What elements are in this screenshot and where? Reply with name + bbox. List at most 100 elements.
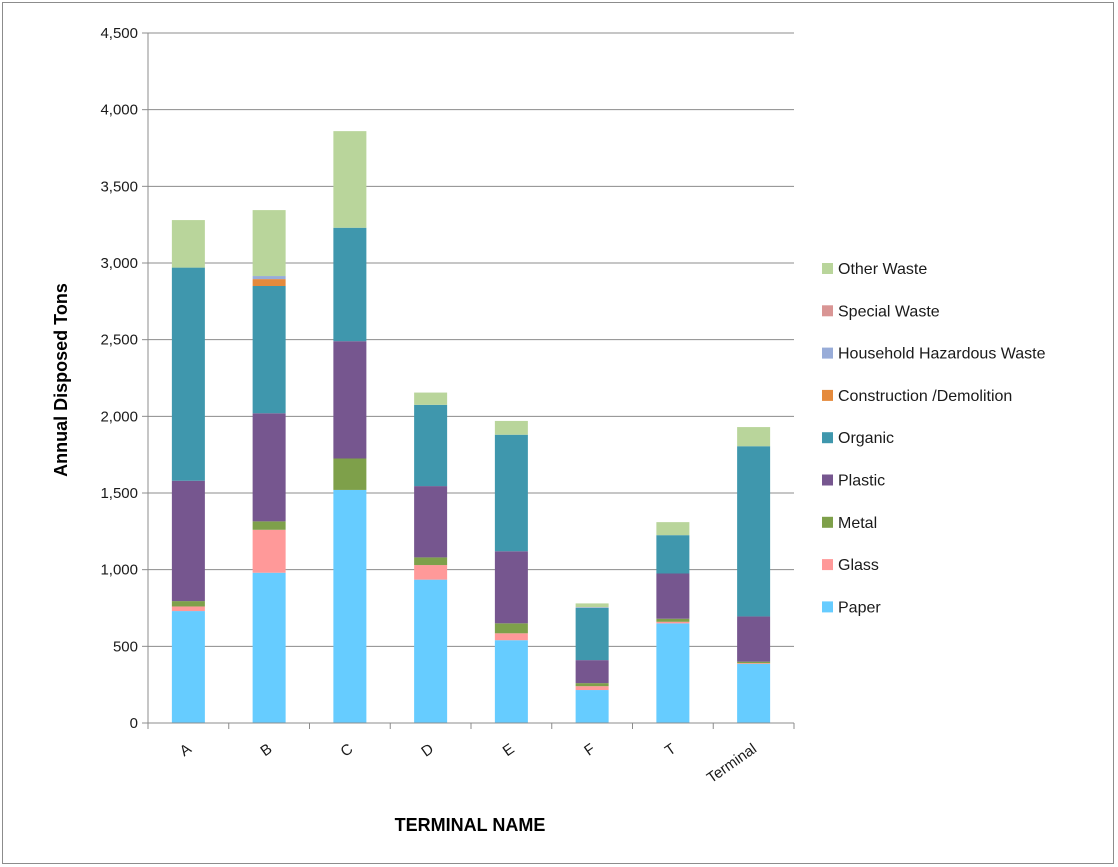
bar-segment-paper-terminal bbox=[737, 663, 771, 723]
legend-label: Paper bbox=[838, 599, 881, 616]
legend-swatch bbox=[822, 516, 833, 528]
bar-segment-organic-c bbox=[333, 227, 367, 342]
bar-segment-household-hazardous-waste-f bbox=[575, 607, 609, 608]
bar-segment-paper-e bbox=[494, 640, 528, 723]
x-tick-label: E bbox=[500, 740, 518, 760]
x-tick-label: D bbox=[418, 740, 437, 760]
bar-segment-metal-t bbox=[656, 618, 690, 622]
bar-segment-other-waste-b bbox=[252, 210, 286, 277]
bar-segment-other-waste-f bbox=[575, 603, 609, 608]
bars bbox=[171, 131, 771, 723]
y-tick-label: 1,000 bbox=[100, 562, 138, 579]
bar-segment-other-waste-c bbox=[333, 131, 367, 228]
x-tick-label: B bbox=[257, 740, 275, 760]
legend-item-construction-demolition: Construction /Demolition bbox=[822, 388, 1012, 405]
y-tick-label: 2,000 bbox=[100, 408, 138, 425]
y-tick-label: 500 bbox=[113, 638, 138, 655]
legend-swatch bbox=[822, 474, 833, 486]
bar-segment-metal-f bbox=[575, 683, 609, 687]
bar-segment-metal-terminal bbox=[737, 661, 771, 664]
bar-segment-organic-a bbox=[171, 267, 205, 481]
bar-segment-plastic-terminal bbox=[737, 616, 771, 662]
legend-label: Glass bbox=[838, 557, 879, 574]
bar-segment-organic-b bbox=[252, 286, 286, 414]
legend-item-plastic: Plastic bbox=[822, 473, 885, 490]
bar-segment-organic-e bbox=[494, 434, 528, 552]
bar-segment-other-waste-terminal bbox=[737, 427, 771, 447]
bar-segment-glass-d bbox=[414, 565, 448, 580]
bar-segment-paper-c bbox=[333, 489, 367, 723]
legend-item-paper: Paper bbox=[822, 599, 881, 616]
bar-segment-plastic-b bbox=[252, 413, 286, 522]
bar-segment-other-waste-a bbox=[171, 220, 205, 268]
legend-swatch bbox=[822, 559, 833, 571]
legend-item-household-hazardous-waste: Household Hazardous Waste bbox=[822, 346, 1046, 363]
bar-segment-metal-b bbox=[252, 521, 286, 530]
bar-segment-metal-c bbox=[333, 458, 367, 490]
y-tick-label: 4,000 bbox=[100, 102, 138, 119]
legend-item-glass: Glass bbox=[822, 557, 879, 574]
bar-segment-paper-f bbox=[575, 690, 609, 723]
bar-segment-glass-terminal bbox=[737, 663, 771, 664]
y-tick-label: 3,500 bbox=[100, 178, 138, 195]
bar-segment-glass-f bbox=[575, 686, 609, 691]
y-tick-label: 1,500 bbox=[100, 485, 138, 502]
x-tick-label: C bbox=[338, 740, 357, 760]
y-tick-label: 4,500 bbox=[100, 25, 138, 42]
legend-item-other-waste: Other Waste bbox=[822, 261, 927, 278]
legend-label: Plastic bbox=[838, 473, 885, 490]
x-axis-title: TERMINAL NAME bbox=[395, 815, 546, 835]
bar-segment-organic-d bbox=[414, 404, 448, 487]
bar-segment-plastic-c bbox=[333, 341, 367, 459]
legend-item-metal: Metal bbox=[822, 515, 877, 532]
bar-segment-metal-e bbox=[494, 623, 528, 634]
legend-swatch bbox=[822, 263, 833, 274]
x-tick-labels: A B C D E F T Terminal bbox=[177, 740, 760, 787]
legend-swatch bbox=[822, 347, 833, 359]
bar-segment-organic-t bbox=[656, 535, 690, 574]
legend-swatch bbox=[822, 432, 833, 444]
y-tick-labels: 0 500 1,000 1,500 2,000 2,500 3,000 3,500 4,000 4… bbox=[100, 25, 138, 732]
x-tick-label: F bbox=[581, 740, 598, 759]
y-tick-label: 2,500 bbox=[100, 332, 138, 349]
y-tick-label: 3,000 bbox=[100, 255, 138, 272]
legend-swatch bbox=[822, 389, 833, 401]
bar-segment-metal-d bbox=[414, 557, 448, 566]
bar-segment-other-waste-t bbox=[656, 522, 690, 536]
legend-label: Construction /Demolition bbox=[838, 388, 1012, 405]
bar-segment-paper-a bbox=[171, 611, 205, 723]
legend-label: Special Waste bbox=[838, 303, 940, 320]
bar-segment-plastic-e bbox=[494, 551, 528, 624]
legend-swatch bbox=[822, 601, 833, 613]
bar-segment-construction-demolition-b bbox=[252, 279, 286, 286]
bar-segment-paper-b bbox=[252, 572, 286, 723]
y-tick-label: 0 bbox=[130, 715, 138, 732]
legend-item-special-waste: Special Waste bbox=[822, 303, 940, 320]
bar-segment-plastic-d bbox=[414, 486, 448, 558]
bar-segment-glass-b bbox=[252, 529, 286, 573]
legend-label: Household Hazardous Waste bbox=[838, 346, 1046, 363]
bar-segment-metal-a bbox=[171, 601, 205, 607]
bar-segment-glass-a bbox=[171, 606, 205, 612]
bar-segment-other-waste-e bbox=[494, 420, 528, 435]
bar-segment-paper-d bbox=[414, 579, 448, 723]
legend-item-organic: Organic bbox=[822, 430, 894, 447]
gridlines bbox=[142, 32, 794, 724]
bar-segment-plastic-a bbox=[171, 480, 205, 602]
bar-segment-plastic-f bbox=[575, 660, 609, 684]
legend-label: Metal bbox=[838, 515, 877, 532]
x-tick-label: A bbox=[177, 740, 195, 760]
bar-segment-glass-e bbox=[494, 633, 528, 641]
legend-swatch bbox=[822, 305, 833, 317]
bar-segment-glass-t bbox=[656, 621, 690, 624]
legend-label: Other Waste bbox=[838, 261, 927, 278]
x-tick-label: Terminal bbox=[704, 740, 760, 786]
bar-segment-organic-terminal bbox=[737, 446, 771, 617]
bar-segment-other-waste-d bbox=[414, 392, 448, 405]
y-axis-title: Annual Disposed Tons bbox=[51, 283, 71, 477]
bar-segment-household-hazardous-waste-b bbox=[252, 276, 286, 280]
legend: Other Waste Special Waste Household Hazard… bbox=[822, 261, 1046, 616]
bar-segment-plastic-t bbox=[656, 573, 690, 619]
axes bbox=[147, 33, 795, 729]
